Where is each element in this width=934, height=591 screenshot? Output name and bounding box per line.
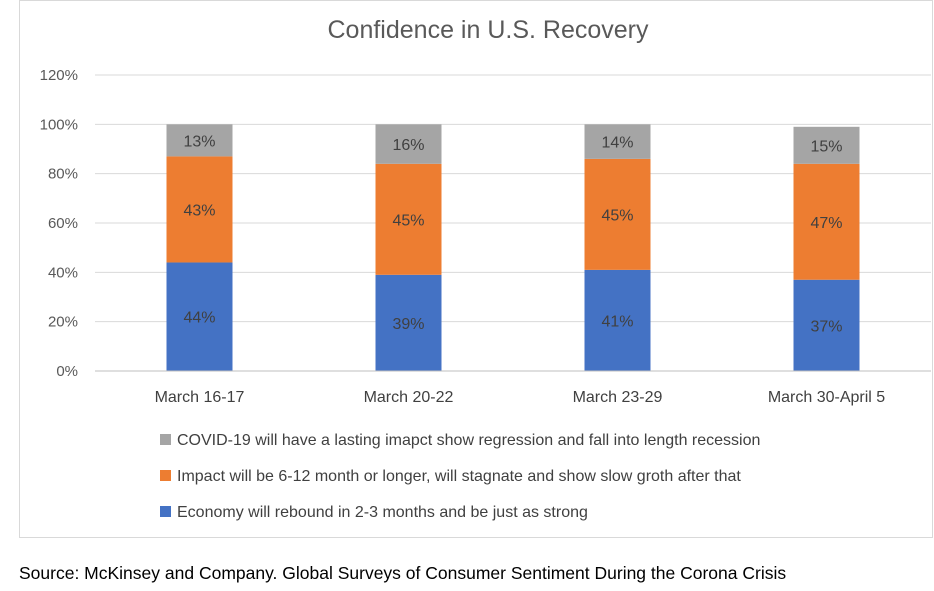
bar-segment — [375, 163, 442, 275]
legend-entry: Economy will rebound in 2-3 months and b… — [177, 504, 588, 521]
legend: COVID-19 will have a lasting imapct show… — [160, 432, 760, 521]
y-tick-label: 60% — [48, 215, 78, 232]
y-tick-label: 0% — [56, 363, 78, 380]
y-tick-label: 120% — [40, 67, 78, 84]
data-label: 43% — [183, 202, 215, 219]
y-tick-label: 80% — [48, 166, 78, 183]
data-label: 39% — [392, 316, 424, 333]
y-tick-label: 20% — [48, 314, 78, 331]
source-note: Source: McKinsey and Company. Global Sur… — [19, 563, 787, 583]
chart-title: Confidence in U.S. Recovery — [328, 16, 649, 44]
legend-entry: Impact will be 6-12 month or longer, wil… — [177, 468, 741, 485]
bar-segment — [166, 262, 233, 371]
data-label: 45% — [392, 212, 424, 229]
legend-swatch — [160, 506, 171, 517]
bar-segment — [166, 156, 233, 263]
x-tick-label: March 30-April 5 — [768, 389, 885, 406]
bar-segment — [584, 124, 651, 159]
data-label: 13% — [183, 133, 215, 150]
bar-segment — [584, 158, 651, 270]
data-label: 41% — [601, 313, 633, 330]
data-label: 37% — [810, 318, 842, 335]
legend-swatch — [160, 470, 171, 481]
axes: 0% 20% 40% 60% 80% 100% 120% March 16-17 March 2… — [40, 67, 931, 406]
data-label: 44% — [183, 310, 215, 327]
bar-segment — [793, 279, 860, 371]
data-labels: 44% 43% 13% 39% 45% 16% 41% 45% 14% 37% 47% 15% — [183, 133, 842, 335]
data-label: 14% — [601, 135, 633, 152]
data-label: 45% — [601, 207, 633, 224]
bar-segment — [793, 163, 860, 280]
y-tick-label: 100% — [40, 116, 78, 133]
data-label: 16% — [392, 137, 424, 154]
gridlines — [95, 74, 931, 323]
bar-segment — [584, 269, 651, 371]
x-tick-label: March 20-22 — [364, 389, 454, 406]
data-label: 15% — [810, 138, 842, 155]
x-tick-label: March 23-29 — [573, 389, 663, 406]
bar-segment — [793, 126, 860, 164]
bar-segment — [375, 274, 442, 371]
y-tick-label: 40% — [48, 264, 78, 281]
bar-segment — [166, 124, 233, 157]
data-label: 47% — [810, 215, 842, 232]
legend-swatch — [160, 434, 171, 445]
legend-entry: COVID-19 will have a lasting imapct show… — [177, 432, 760, 449]
x-tick-label: March 16-17 — [155, 389, 245, 406]
stacked-bar-chart: Confidence in U.S. Recovery 44% 43% 13% 39%… — [40, 16, 931, 521]
chart-area: Confidence in U.S. Recovery 44% 43% 13% 39%… — [19, 0, 933, 538]
bar-segment — [375, 124, 442, 164]
bars — [166, 124, 860, 371]
